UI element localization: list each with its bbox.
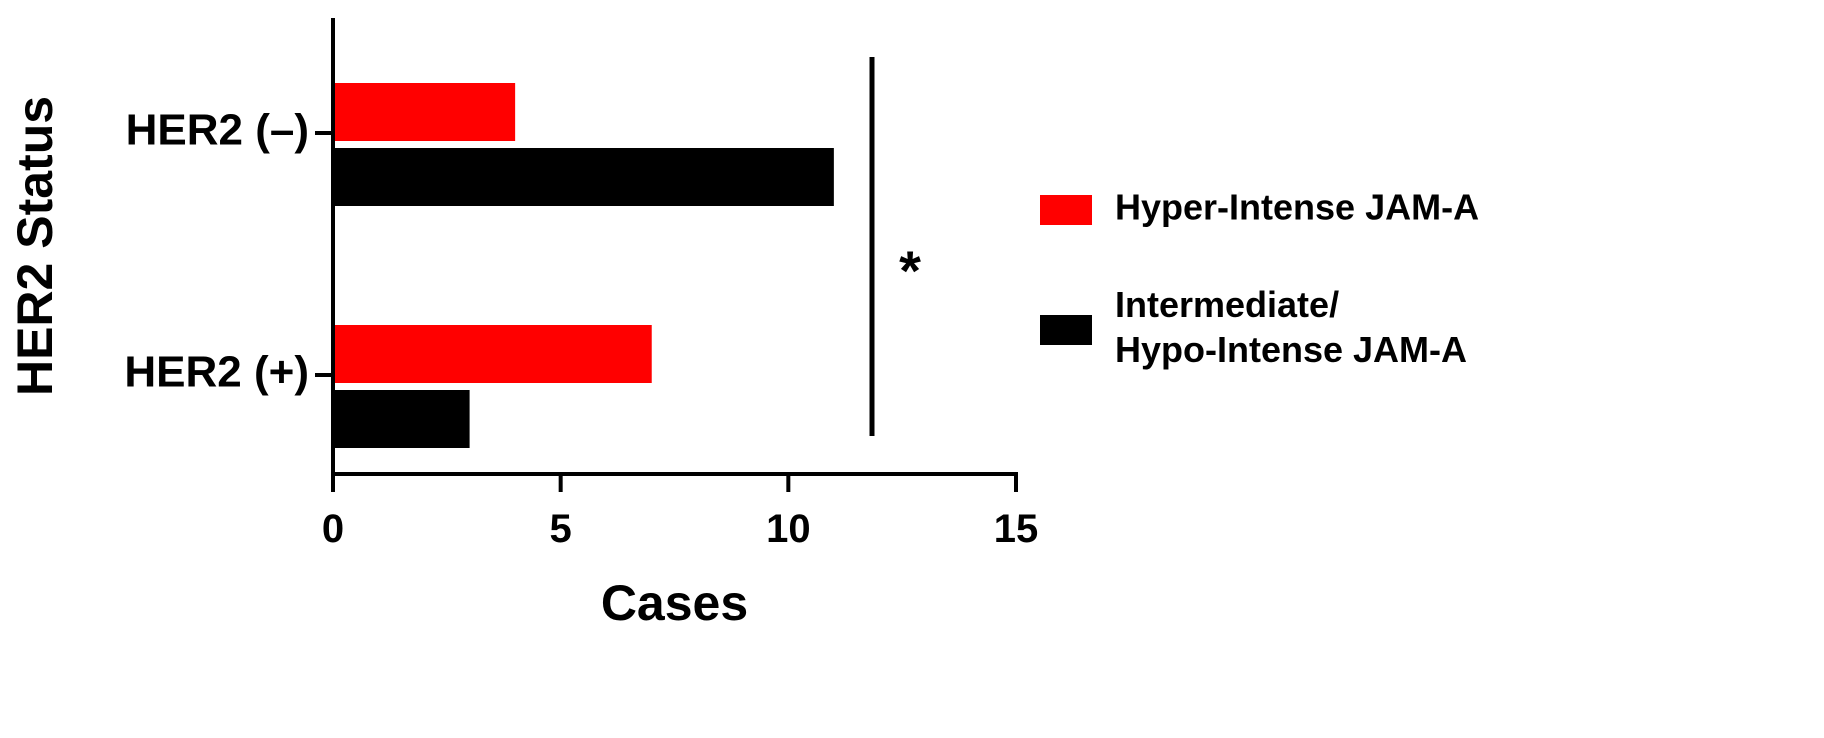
- x-tick-label: 15: [994, 507, 1039, 551]
- x-tick-label: 10: [766, 507, 811, 551]
- bar-intermediate-hypo-2: [333, 390, 470, 448]
- x-axis-title: Cases: [601, 575, 748, 631]
- legend: Hyper-Intense JAM-A Intermediate/Hypo-Int…: [1040, 187, 1479, 370]
- annotations: *: [869, 57, 921, 436]
- legend-swatch-2: [1040, 315, 1092, 345]
- legend-label-1: Hyper-Intense JAM-A: [1115, 187, 1479, 228]
- axes: HER2 (–) HER2 (+) 0 5 10 15 Cases HER2 Status: [7, 18, 1038, 631]
- y-axis-title: HER2 Status: [7, 96, 63, 396]
- category-label: HER2 (+): [124, 348, 309, 397]
- bar-hyper-1: [333, 83, 516, 141]
- legend-label-2: Hypo-Intense JAM-A: [1115, 329, 1467, 370]
- category-label: HER2 (–): [126, 106, 309, 155]
- significance-star: *: [899, 239, 921, 302]
- plot-area: [333, 83, 834, 448]
- legend-label-2: Intermediate/: [1115, 284, 1339, 325]
- legend-swatch-1: [1040, 195, 1092, 225]
- x-tick-label: 5: [550, 507, 572, 551]
- x-tick-label: 0: [322, 507, 344, 551]
- bar-intermediate-hypo-1: [333, 148, 834, 206]
- bar-hyper-2: [333, 325, 652, 383]
